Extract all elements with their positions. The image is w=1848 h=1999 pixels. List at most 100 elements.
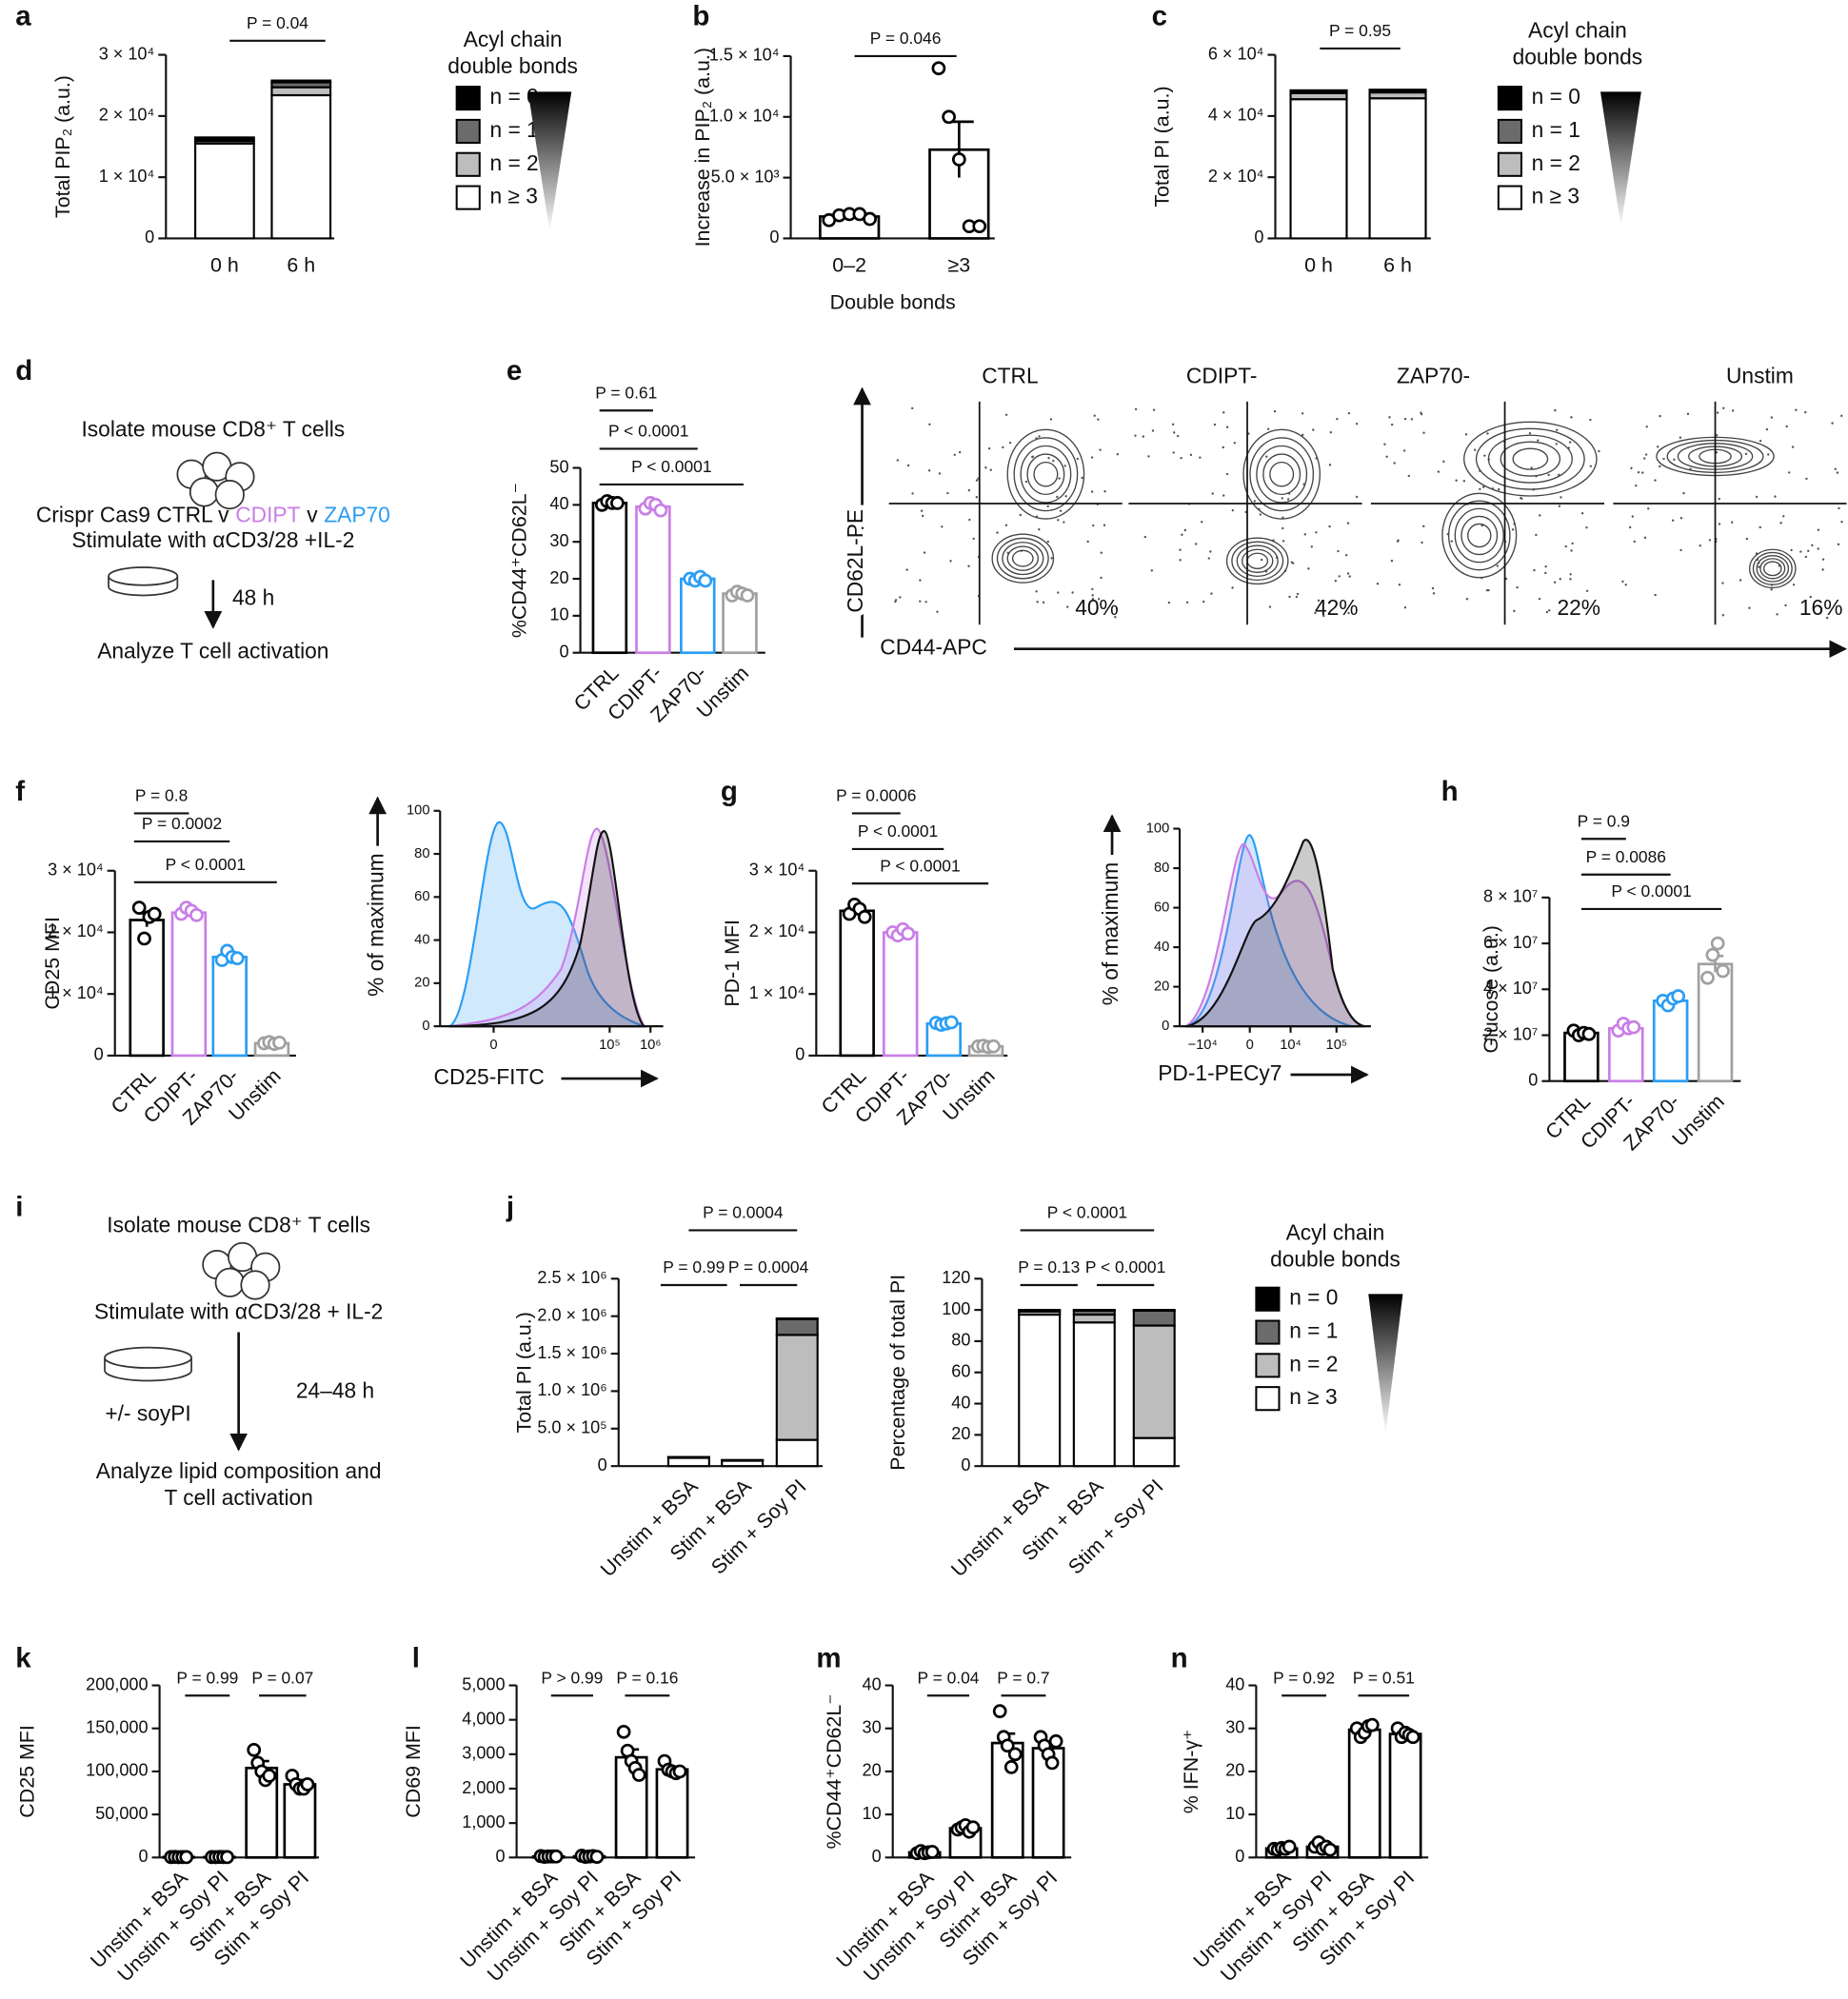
legend-label: n ≥ 3 [489, 184, 537, 208]
event-dot [1496, 564, 1499, 567]
data-point [863, 211, 877, 227]
y-tick-label: 30 [1225, 1718, 1244, 1737]
legend-label: n = 1 [1289, 1318, 1338, 1343]
y-tick-label: 80 [951, 1331, 970, 1350]
y-tick-label: 40 [414, 932, 429, 947]
event-dot [1194, 543, 1198, 545]
contour [996, 537, 1049, 580]
event-dot [1767, 453, 1770, 456]
event-dot [1296, 592, 1300, 596]
bar-segment [775, 1334, 819, 1441]
event-dot [1179, 548, 1182, 551]
legend-label: n = 0 [1289, 1285, 1338, 1310]
event-dot [1008, 441, 1012, 445]
event-dot [1410, 418, 1414, 421]
event-dot [1785, 425, 1788, 428]
event-dot [1288, 595, 1291, 599]
quadrant-percent: 40% [1075, 595, 1119, 620]
legend-swatch [1255, 1353, 1281, 1378]
event-dot [1376, 583, 1380, 585]
y-axis-label: % IFN-γ⁺ [1180, 1730, 1202, 1814]
event-dot [1513, 609, 1516, 613]
event-dot [1265, 455, 1268, 458]
event-dot [1290, 561, 1294, 564]
event-dot [1057, 519, 1060, 522]
p-value: P = 0.0004 [728, 1257, 809, 1277]
y-tick-label: 6 × 10⁴ [1208, 44, 1264, 63]
event-dot [1114, 616, 1117, 619]
event-dot [919, 600, 922, 603]
event-dot [1805, 477, 1808, 481]
y-tick-label: 100 [1146, 821, 1170, 836]
p-value: P > 0.99 [541, 1668, 603, 1687]
event-dot [1090, 490, 1094, 493]
event-dot [1282, 540, 1285, 543]
y-tick-label: 3 × 10⁴ [48, 861, 104, 880]
y-tick-label: 2 × 10⁴ [48, 921, 104, 940]
event-dot [1585, 525, 1588, 529]
contour [1763, 561, 1782, 577]
schematic-text: 24–48 h [296, 1378, 374, 1403]
contour [1269, 461, 1295, 487]
histogram-curve [1185, 839, 1365, 1028]
y-tick-label: 5.0 × 10³ [711, 167, 780, 186]
event-dot [1209, 550, 1212, 553]
event-dot [1004, 413, 1008, 417]
event-dot [1036, 601, 1039, 604]
bar [680, 577, 716, 655]
y-tick-label: 2 × 10⁴ [1208, 167, 1264, 186]
event-dot [1347, 411, 1351, 415]
event-dot [1286, 498, 1290, 501]
event-dot [1063, 465, 1066, 467]
event-dot [1100, 551, 1103, 554]
event-dot [1837, 543, 1840, 546]
event-dot [1301, 433, 1304, 437]
event-dot [910, 406, 914, 410]
y-tick-label: 0 [1162, 1019, 1169, 1034]
p-value: P = 0.13 [1018, 1257, 1080, 1277]
p-value: P < 0.0001 [858, 821, 938, 841]
event-dot [1211, 492, 1214, 495]
data-point [1044, 1755, 1060, 1771]
event-dot [1058, 477, 1061, 480]
event-dot [1093, 414, 1096, 417]
y-tick-label: 3 × 10⁴ [99, 44, 155, 63]
panel-label: d [15, 355, 32, 386]
y-tick-label: 10 [1225, 1804, 1244, 1823]
schematic-text: Crispr Cas9 CTRL v [36, 502, 229, 526]
y-tick-label: 2 × 10⁴ [99, 106, 155, 125]
contour [1512, 447, 1549, 470]
contour [1749, 548, 1797, 589]
event-dot [1038, 527, 1041, 531]
event-dot [1558, 505, 1561, 507]
p-value: P = 0.92 [1273, 1668, 1335, 1687]
event-dot [1050, 557, 1053, 560]
event-dot [968, 518, 971, 522]
event-dot [1437, 470, 1441, 473]
y-tick-label: 50 [549, 457, 568, 476]
dish-icon [108, 566, 179, 597]
event-dot [905, 568, 908, 571]
contour [1759, 558, 1786, 580]
schematic-text: 48 h [232, 584, 274, 609]
bar-segment [194, 136, 255, 141]
y-tick-label: 4 × 10⁷ [1483, 979, 1538, 998]
data-point [1710, 936, 1725, 951]
y-tick-label: 6 × 10⁷ [1483, 933, 1538, 952]
dish-icon [104, 1346, 192, 1382]
event-dot [1633, 540, 1636, 544]
event-dot [1150, 569, 1154, 572]
event-dot [1134, 434, 1137, 437]
data-point [986, 1039, 1001, 1054]
flow-x-label: CD44-APC [880, 635, 987, 660]
event-dot [1355, 495, 1359, 499]
event-dot [936, 610, 939, 613]
event-dot [1317, 599, 1321, 603]
event-dot [1092, 524, 1095, 527]
event-dot [1115, 607, 1119, 610]
y-tick-label: 0 [872, 1847, 882, 1866]
event-dot [967, 488, 971, 492]
data-point [972, 219, 987, 234]
event-dot [1152, 408, 1156, 411]
event-dot [1770, 416, 1774, 419]
